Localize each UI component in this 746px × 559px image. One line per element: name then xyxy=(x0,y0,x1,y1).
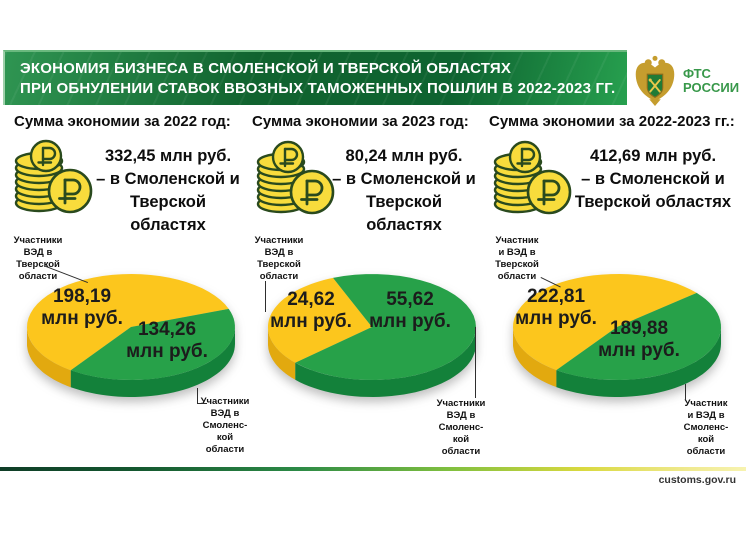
pie-chart-2023 xyxy=(268,274,476,397)
callout-smolensk-2022-2023: Участник и ВЭД в Смоленс- кой области xyxy=(683,398,729,457)
callout-smolensk-2023: Участники ВЭД в Смоленс- кой области xyxy=(436,398,486,457)
amount-line2: – в Смоленской и xyxy=(332,170,476,188)
amount-value: 80,24 млн руб. xyxy=(345,147,463,165)
amount-2022-2023: 412,69 млн руб. – в Смоленской и Тверско… xyxy=(562,145,744,214)
leader-line xyxy=(685,384,687,400)
pie-value-smolensk-2023: 55,62 млн руб. xyxy=(369,289,451,332)
leader-line xyxy=(197,388,207,404)
footer-gradient-rule xyxy=(0,467,746,471)
section-header-2022-2023: Сумма экономии за 2022-2023 гг.: xyxy=(489,113,735,130)
fts-logo-text: ФТС РОССИИ xyxy=(683,67,739,95)
callout-tver-2022-2023: Участник и ВЭД в Тверской области xyxy=(495,235,539,282)
title-banner: ЭКОНОМИЯ БИЗНЕСА В СМОЛЕНСКОЙ И ТВЕРСКОЙ… xyxy=(3,50,627,105)
callout-tver-2023: Участники ВЭД в Тверской области xyxy=(254,235,304,282)
fts-eagle-emblem-icon xyxy=(633,55,677,107)
website-text: customs.gov.ru xyxy=(658,474,736,486)
amount-2023: 80,24 млн руб. – в Смоленской и Тверской… xyxy=(328,145,480,237)
amount-line2: – в Смоленской и xyxy=(581,170,725,188)
amount-2022: 332,45 млн руб. – в Смоленской и Тверско… xyxy=(90,145,246,237)
pie-value-smolensk-2022: 134,26 млн руб. xyxy=(126,319,208,362)
amount-line2: – в Смоленской и xyxy=(96,170,240,188)
pie-value-smolensk-2022-2023: 189,88 млн руб. xyxy=(598,318,680,361)
pie-chart-2022 xyxy=(27,274,235,397)
amount-line3: Тверской областях xyxy=(129,193,207,234)
callout-tver-2022: Участники ВЭД в Тверской области xyxy=(13,235,63,282)
ruble-coins-icon xyxy=(12,139,96,217)
ruble-coins-icon xyxy=(254,140,338,218)
pie-value-tver-2023: 24,62 млн руб. xyxy=(270,289,352,332)
leader-line xyxy=(265,281,267,312)
pie-value-tver-2022: 198,19 млн руб. xyxy=(41,286,123,329)
amount-line3: Тверской областях xyxy=(365,193,443,234)
amount-value: 332,45 млн руб. xyxy=(104,147,232,165)
fts-logo-text-line2: РОССИИ xyxy=(683,80,740,95)
pie-value-tver-2022-2023: 222,81 млн руб. xyxy=(515,286,597,329)
leader-line xyxy=(475,327,477,398)
pie-chart-2022-2023 xyxy=(513,274,721,397)
fts-logo-text-line1: ФТС xyxy=(683,66,711,81)
callout-smolensk-2022: Участники ВЭД в Смоленс- кой области xyxy=(200,396,250,455)
amount-line3: Тверской областях xyxy=(574,193,732,211)
title-line-2: ПРИ ОБНУЛЕНИИ СТАВОК ВВОЗНЫХ ТАМОЖЕННЫХ … xyxy=(20,80,616,97)
fts-logo: ФТС РОССИИ xyxy=(633,55,743,107)
amount-value: 412,69 млн руб. xyxy=(589,147,717,165)
section-header-2022: Сумма экономии за 2022 год: xyxy=(14,113,231,130)
title-line-1: ЭКОНОМИЯ БИЗНЕСА В СМОЛЕНСКОЙ И ТВЕРСКОЙ… xyxy=(20,60,512,77)
section-header-2023: Сумма экономии за 2023 год: xyxy=(252,113,469,130)
